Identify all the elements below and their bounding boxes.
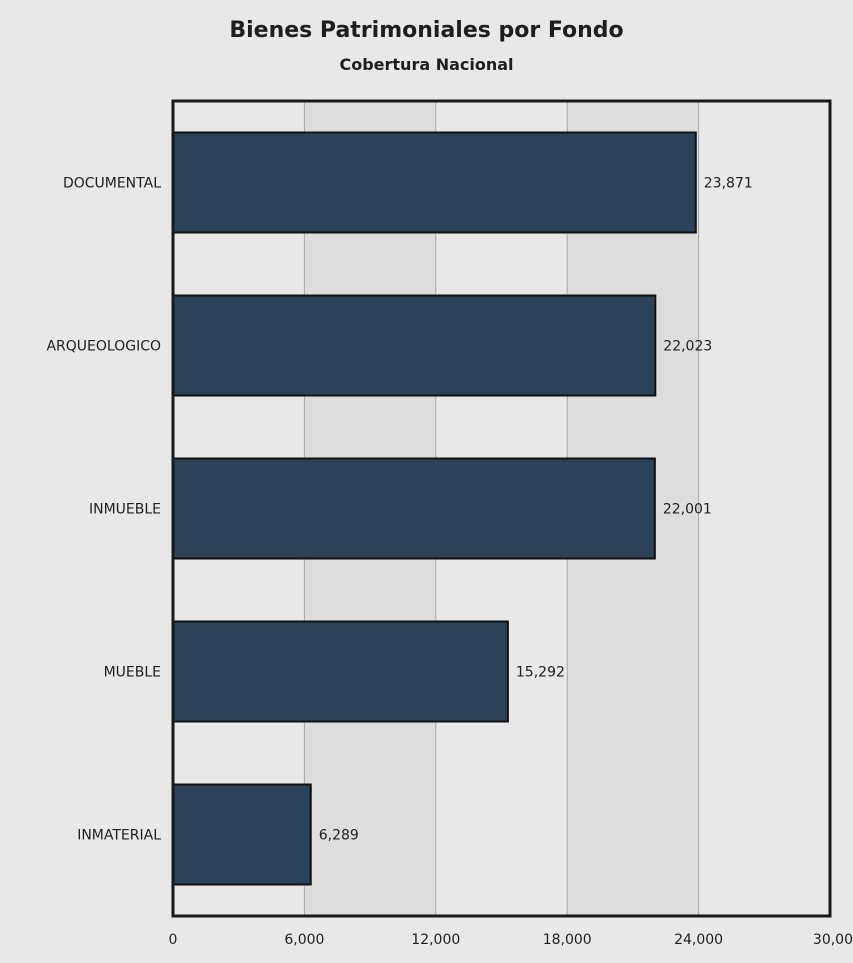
category-label: DOCUMENTAL xyxy=(63,176,161,192)
bar xyxy=(172,620,509,723)
category-label: INMATERIAL xyxy=(77,828,161,844)
chart-subtitle: Cobertura Nacional xyxy=(339,55,514,74)
x-tick-labels: 0 6,000 12,000 18,000 24,000 30,00 xyxy=(169,932,853,948)
chart-title: Bienes Patrimoniales por Fondo xyxy=(229,18,624,43)
x-tick-label: 0 xyxy=(169,932,178,948)
value-label: 6,289 xyxy=(319,828,359,844)
value-label: 22,001 xyxy=(663,502,712,518)
category-label: INMUEBLE xyxy=(89,502,161,518)
bar xyxy=(172,131,697,234)
x-tick-label: 6,000 xyxy=(284,932,324,948)
category-label: MUEBLE xyxy=(104,665,161,681)
value-label: 23,871 xyxy=(704,176,753,192)
category-label: ARQUEOLOGICO xyxy=(46,339,161,355)
x-tick-label: 30,00 xyxy=(813,932,853,948)
bar xyxy=(172,457,656,560)
value-label: 22,023 xyxy=(663,339,712,355)
value-label: 15,292 xyxy=(516,665,565,681)
x-tick-label: 12,000 xyxy=(411,932,460,948)
value-labels: 23,871 22,023 22,001 15,292 6,289 xyxy=(319,176,753,844)
background-band xyxy=(698,101,830,916)
category-labels: DOCUMENTAL ARQUEOLOGICO INMUEBLE MUEBLE INMA… xyxy=(46,176,161,844)
bar xyxy=(172,783,312,886)
x-tick-label: 18,000 xyxy=(543,932,592,948)
x-tick-label: 24,000 xyxy=(674,932,723,948)
bars xyxy=(172,131,697,886)
plot-frame xyxy=(171,99,832,918)
bar xyxy=(172,294,657,397)
